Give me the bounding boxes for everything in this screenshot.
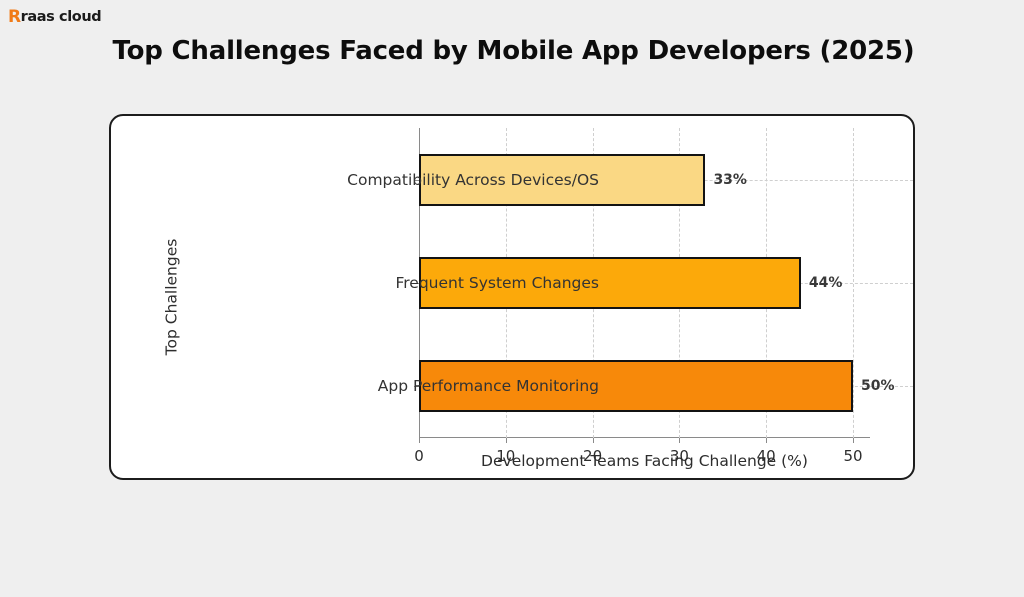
bar[interactable] xyxy=(419,360,853,413)
y-axis-category-label: Compatibility Across Devices/OS xyxy=(347,170,599,189)
x-axis-tick-label: 40 xyxy=(756,447,776,465)
x-axis-title: Development Teams Facing Challenge (%) xyxy=(481,452,808,470)
brand-name: raas cloud xyxy=(20,8,102,25)
x-axis-tick xyxy=(766,438,768,443)
bar[interactable] xyxy=(419,257,801,309)
x-axis-tick xyxy=(679,438,681,443)
bar[interactable] xyxy=(419,153,706,206)
y-axis-category-label: App Performance Monitoring xyxy=(377,377,599,396)
y-axis-tick xyxy=(414,283,419,284)
y-axis-tick xyxy=(414,386,419,388)
x-axis-tick xyxy=(592,438,594,443)
x-axis-tick xyxy=(853,438,854,443)
x-axis-tick-label: 30 xyxy=(669,447,689,465)
x-axis-tick-label: 20 xyxy=(583,447,603,465)
x-axis-tick-label: 0 xyxy=(414,447,424,465)
chart-card: Top Challenges 0 10 20 30 40 50 50% 44% 33% Deve… xyxy=(109,114,915,480)
x-axis-line xyxy=(419,437,870,438)
brand-logo: R raas cloud xyxy=(8,6,102,27)
bar-value-label: 50% xyxy=(861,378,895,395)
y-axis-title: Top Challenges xyxy=(162,238,181,356)
y-axis-tick xyxy=(414,179,419,181)
x-axis-tick xyxy=(505,438,507,443)
chart-title: Top Challenges Faced by Mobile App Devel… xyxy=(112,36,915,66)
x-axis-tick xyxy=(419,438,420,443)
y-axis-category-label: Frequent System Changes xyxy=(395,274,599,292)
bar-value-label: 44% xyxy=(808,275,843,291)
x-axis-tick-label: 10 xyxy=(496,447,516,465)
x-axis-tick-label: 50 xyxy=(843,447,863,465)
brand-mark-icon: R xyxy=(8,6,21,27)
plot-area: 0 10 20 30 40 50 50% 44% 33% xyxy=(414,128,913,465)
bar-value-label: 33% xyxy=(713,171,747,188)
